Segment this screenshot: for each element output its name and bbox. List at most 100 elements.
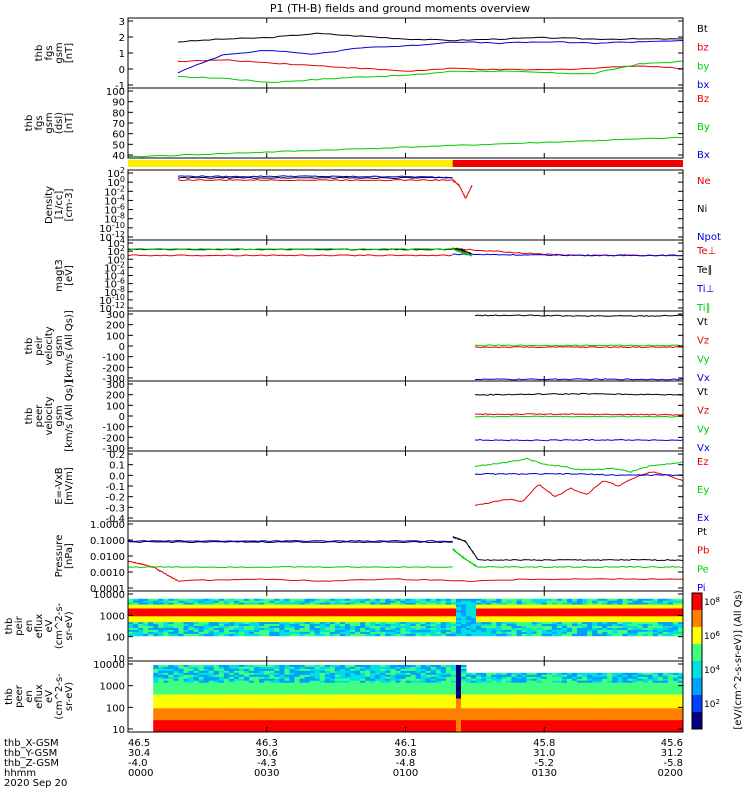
spectrogram-cell	[279, 678, 285, 682]
spectrogram-cell	[264, 678, 270, 682]
spectrogram-cell	[274, 616, 280, 619]
spectrogram-cell	[344, 633, 351, 637]
spectrogram-cell	[450, 606, 457, 609]
spectrogram-cell	[476, 692, 482, 696]
spectrogram-cell	[239, 608, 245, 611]
y-tick-label: 100	[106, 633, 125, 644]
legend-entry: Ti∥	[696, 303, 711, 314]
spectrogram-cell	[410, 674, 417, 678]
spectrogram-cell	[304, 674, 311, 678]
spectrogram-cell	[486, 676, 492, 680]
spectrogram-cell	[450, 672, 457, 676]
spectrogram-cell	[657, 620, 664, 623]
spectrogram-cell	[138, 624, 144, 627]
spectrogram-cell	[228, 627, 235, 631]
spectrogram-cell	[375, 616, 381, 619]
spectrogram-cell	[672, 633, 679, 637]
spectrogram-cell	[350, 616, 356, 619]
spectrogram-cell	[455, 600, 462, 604]
spectrogram-cell	[435, 670, 442, 674]
spectrogram-cell	[249, 670, 255, 674]
spectrogram-cell	[455, 728, 462, 731]
spectrogram-cell	[430, 633, 437, 637]
spectrogram-cell	[213, 602, 220, 606]
spectrogram-cell	[329, 672, 336, 676]
spectrogram-cell	[254, 694, 260, 697]
spectrogram-cell	[228, 690, 235, 694]
spectrogram-cell	[244, 676, 250, 680]
spectrogram-cell	[506, 700, 512, 703]
spectrogram-cell	[566, 598, 573, 602]
spectrogram-cell	[233, 629, 240, 633]
spectrogram-cell	[350, 728, 356, 731]
spectrogram-cell	[627, 631, 634, 635]
spectrogram-cell	[173, 664, 179, 668]
spectrogram-cell	[183, 726, 190, 729]
spectrogram-cell	[637, 620, 644, 623]
spectrogram-cell	[319, 620, 326, 623]
spectrogram-cell	[405, 722, 412, 725]
spectrogram-cell	[466, 602, 472, 606]
spectrogram-cell	[324, 627, 331, 631]
spectrogram-cell	[466, 708, 472, 711]
spectrogram-cell	[249, 684, 255, 688]
spectrogram-cell	[128, 602, 134, 606]
spectrogram-cell	[642, 600, 649, 604]
spectrogram-cell	[299, 716, 306, 719]
spectrogram-cell	[526, 626, 533, 629]
spectrogram-cell	[299, 629, 306, 633]
spectrogram-cell	[572, 624, 578, 627]
spectrogram-cell	[370, 682, 376, 686]
spectrogram-cell	[284, 676, 290, 680]
spectrogram-cell	[360, 720, 366, 723]
spectrogram-cell	[612, 608, 618, 611]
spectrogram-cell	[188, 620, 195, 623]
spectrogram-cell	[511, 686, 517, 690]
spectrogram-cell	[445, 714, 452, 717]
spectrogram-cell	[425, 629, 432, 633]
spectrogram-cell	[274, 664, 280, 668]
spectrogram-cell	[153, 678, 159, 682]
spectrogram-cell	[445, 708, 452, 711]
spectrogram-cell	[365, 682, 371, 686]
spectrogram-cell	[329, 602, 336, 606]
spectrogram-cell	[521, 692, 528, 696]
spectrogram-cell	[425, 627, 432, 631]
spectrogram-cell	[319, 622, 326, 625]
spectrogram-cell	[254, 618, 260, 621]
spectrogram-cell	[375, 682, 381, 686]
spectrogram-cell	[279, 631, 285, 635]
spectrogram-cell	[279, 674, 285, 678]
spectrogram-cell	[344, 622, 351, 625]
spectrogram-cell	[289, 676, 295, 680]
spectrogram-cell	[400, 696, 406, 699]
spectrogram-cell	[163, 714, 169, 717]
spectrogram-cell	[486, 698, 492, 701]
spectrogram-cell	[496, 714, 502, 717]
spectrogram-cell	[531, 604, 538, 608]
spectrogram-cell	[652, 610, 659, 613]
spectrogram-cell	[168, 620, 174, 623]
spectrogram-cell	[365, 706, 371, 709]
spectrogram-cell	[294, 598, 301, 602]
spectrogram-cell	[153, 626, 159, 629]
spectrogram-cell	[516, 702, 523, 705]
spectrogram-cell	[405, 692, 412, 696]
spectrogram-cell	[506, 612, 512, 615]
spectrogram-cell	[365, 712, 371, 715]
spectrogram-cell	[188, 686, 195, 690]
spectrogram-cell	[350, 626, 356, 629]
spectrogram-cell	[223, 684, 230, 688]
spectrogram-cell	[309, 612, 316, 615]
spectrogram-cell	[193, 692, 200, 696]
spectrogram-cell	[486, 700, 492, 703]
spectrogram-cell	[511, 612, 517, 615]
spectrogram-cell	[597, 610, 603, 613]
series-line	[177, 60, 684, 84]
spectrogram-cell	[203, 682, 210, 686]
spectrogram-cell	[561, 612, 568, 615]
spectrogram-cell	[203, 702, 210, 705]
spectrogram-cell	[294, 692, 301, 696]
spectrogram-cell	[350, 674, 356, 678]
spectrogram-cell	[607, 614, 613, 617]
